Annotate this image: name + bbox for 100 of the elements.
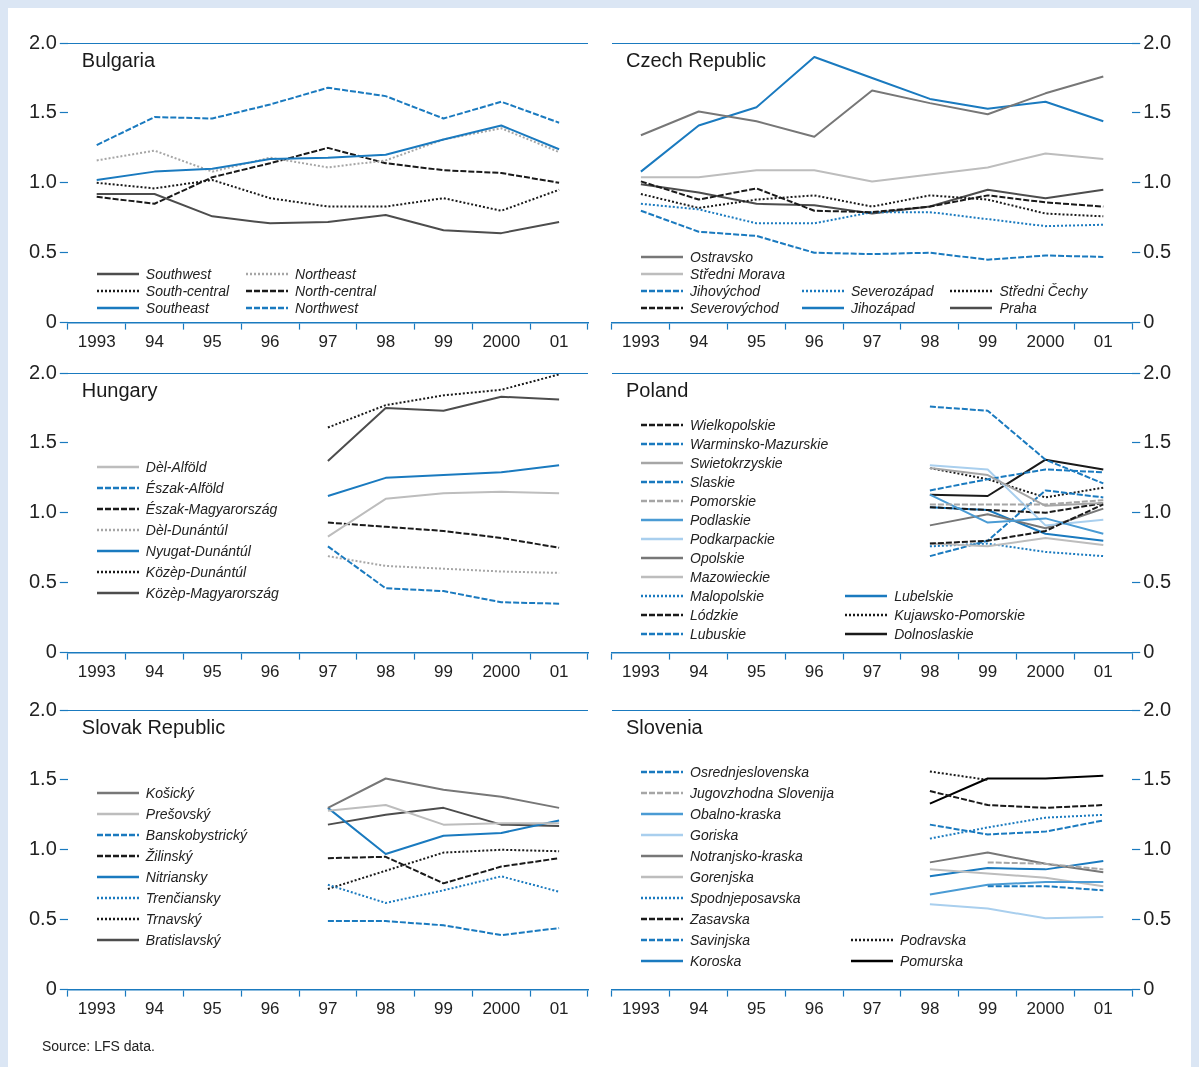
x-tick-label: 99	[978, 999, 998, 1019]
chart-title: Poland	[626, 379, 689, 402]
legend-label: Mazowieckie	[690, 569, 771, 586]
legend-label: Jihovýchod	[690, 283, 761, 300]
y-tick-label: 2.0	[1143, 697, 1172, 720]
legend-label: Zasavska	[690, 911, 750, 928]
legend-label: Jihozápad	[850, 300, 915, 317]
legend-label: Southeast	[145, 300, 209, 317]
x-tick-label: 95	[202, 662, 222, 682]
y-tick-label: 1.5	[1143, 767, 1172, 790]
legend-label: Kujawsko-Pomorskie	[894, 607, 1025, 624]
x-tick-label: 94	[689, 332, 709, 352]
y-tick-label: 0.5	[28, 240, 57, 263]
x-tick-label: 97	[318, 999, 338, 1019]
line-series	[639, 209, 1105, 261]
line-series	[95, 86, 561, 147]
y-tick-label: 0	[45, 977, 57, 1000]
legend-label: Trenčiansky	[145, 890, 221, 907]
line-series	[326, 545, 561, 605]
x-tick-label: 01	[549, 662, 569, 682]
y-tick-label: 0.5	[1143, 907, 1172, 930]
legend-label: Košický	[145, 785, 195, 802]
line-series	[928, 813, 1105, 840]
legend-label: Pomorskie	[690, 493, 757, 510]
x-tick-label: 96	[260, 332, 280, 352]
y-tick-label: 1.5	[28, 767, 57, 790]
legend-label: Nitriansky	[145, 869, 208, 886]
x-tick-label: 95	[747, 662, 766, 682]
x-tick-label: 2000	[482, 999, 521, 1019]
legend-label: Banskobystrický	[145, 827, 247, 844]
legend-label: Lubuskie	[690, 626, 747, 643]
x-tick-label: 96	[260, 999, 280, 1019]
x-tick-label: 98	[920, 332, 940, 352]
legend-label: Severovýchod	[690, 300, 779, 317]
x-tick-label: 98	[376, 662, 396, 682]
y-tick-label: 2.0	[28, 30, 57, 53]
line-series	[326, 373, 561, 429]
legend-label: Northeast	[295, 266, 356, 283]
legend-label: Dolnoslaskie	[894, 626, 974, 643]
chart-title: Czech Republic	[626, 49, 767, 72]
y-tick-label: 1.5	[1143, 100, 1172, 123]
legend-label: Praha	[999, 300, 1037, 317]
x-tick-label: 94	[689, 999, 709, 1019]
x-tick-label: 97	[862, 332, 882, 352]
x-tick-label: 01	[1093, 999, 1113, 1019]
legend-label: Podlaskie	[690, 512, 751, 529]
chart-title: Slovak Republic	[81, 716, 226, 739]
chart-title: Hungary	[81, 379, 158, 402]
x-tick-label: 95	[747, 332, 766, 352]
legend-label: Nyugat-Dunántúl	[145, 542, 251, 559]
x-tick-label: 99	[434, 332, 453, 352]
y-tick-label: 0.5	[1143, 240, 1172, 263]
x-tick-label: 94	[145, 999, 164, 1019]
x-tick-label: 1993	[621, 332, 660, 352]
y-tick-label: 1.0	[28, 170, 57, 193]
y-tick-label: 2.0	[28, 360, 57, 383]
x-tick-label: 1993	[77, 332, 116, 352]
y-tick-label: 1.5	[1143, 430, 1172, 453]
legend-label: Podravska	[900, 932, 967, 949]
x-tick-label: 2000	[1026, 662, 1065, 682]
x-tick-label: 99	[434, 999, 453, 1019]
legend-label: Észak-Magyarország	[145, 500, 278, 517]
legend-label: Prešovský	[145, 806, 211, 823]
y-tick-label: 0	[45, 310, 57, 333]
legend-label: Malopolskie	[690, 588, 764, 605]
legend-label: Severozápad	[850, 283, 934, 300]
legend-label: Közèp-Dunántúl	[145, 563, 247, 580]
legend-label: Osrednjeslovenska	[690, 764, 810, 781]
x-tick-label: 94	[145, 332, 164, 352]
y-tick-label: 1.0	[1143, 500, 1172, 523]
legend-label: Észak-Alföld	[145, 479, 224, 496]
x-tick-label: 96	[804, 662, 824, 682]
x-tick-label: 1993	[77, 999, 116, 1019]
legend-label: Dèl-Alföld	[145, 458, 207, 475]
legend-label: Ostravsko	[690, 249, 754, 266]
y-tick-label: 1.0	[1143, 837, 1172, 860]
y-tick-label: 2.0	[1143, 30, 1172, 53]
legend-label: Lubelskie	[894, 588, 954, 605]
x-tick-label: 2000	[1026, 332, 1065, 352]
x-tick-label: 2000	[482, 332, 521, 352]
x-tick-label: 98	[376, 332, 396, 352]
y-tick-label: 2.0	[28, 697, 57, 720]
line-series	[639, 202, 1105, 228]
x-tick-label: 96	[804, 999, 824, 1019]
legend-label: Jugovzhodna Slovenija	[690, 785, 834, 802]
chart-title: Bulgaria	[81, 49, 156, 72]
y-tick-label: 2.0	[1143, 360, 1172, 383]
x-tick-label: 95	[202, 999, 222, 1019]
legend-label: Gorenjska	[690, 869, 754, 886]
x-tick-label: 97	[318, 332, 338, 352]
legend-label: Warminsko-Mazurskie	[690, 436, 829, 453]
x-tick-label: 95	[747, 999, 766, 1019]
line-series	[326, 875, 561, 904]
source-note: Source: LFS data.	[42, 1038, 155, 1054]
legend-label: Opolskie	[690, 550, 745, 567]
x-tick-label: 2000	[482, 662, 521, 682]
x-tick-label: 01	[549, 332, 569, 352]
legend-label: Středni Čechy	[999, 283, 1088, 300]
y-tick-label: 0	[1143, 640, 1155, 663]
y-tick-label: 1.0	[28, 500, 57, 523]
